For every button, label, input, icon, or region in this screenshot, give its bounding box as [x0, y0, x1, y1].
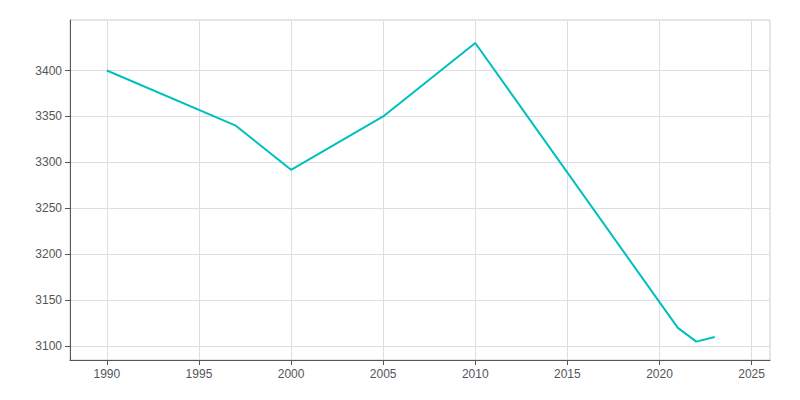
svg-text:2010: 2010 [462, 367, 489, 381]
svg-text:3400: 3400 [35, 64, 62, 78]
svg-text:2025: 2025 [738, 367, 765, 381]
svg-text:2005: 2005 [370, 367, 397, 381]
svg-text:2020: 2020 [646, 367, 673, 381]
svg-text:1990: 1990 [93, 367, 120, 381]
svg-text:3100: 3100 [35, 339, 62, 353]
svg-text:2015: 2015 [554, 367, 581, 381]
svg-text:2000: 2000 [278, 367, 305, 381]
svg-text:3250: 3250 [35, 201, 62, 215]
svg-text:3150: 3150 [35, 293, 62, 307]
svg-text:1995: 1995 [186, 367, 213, 381]
svg-text:3200: 3200 [35, 247, 62, 261]
svg-text:3300: 3300 [35, 155, 62, 169]
svg-text:3350: 3350 [35, 109, 62, 123]
